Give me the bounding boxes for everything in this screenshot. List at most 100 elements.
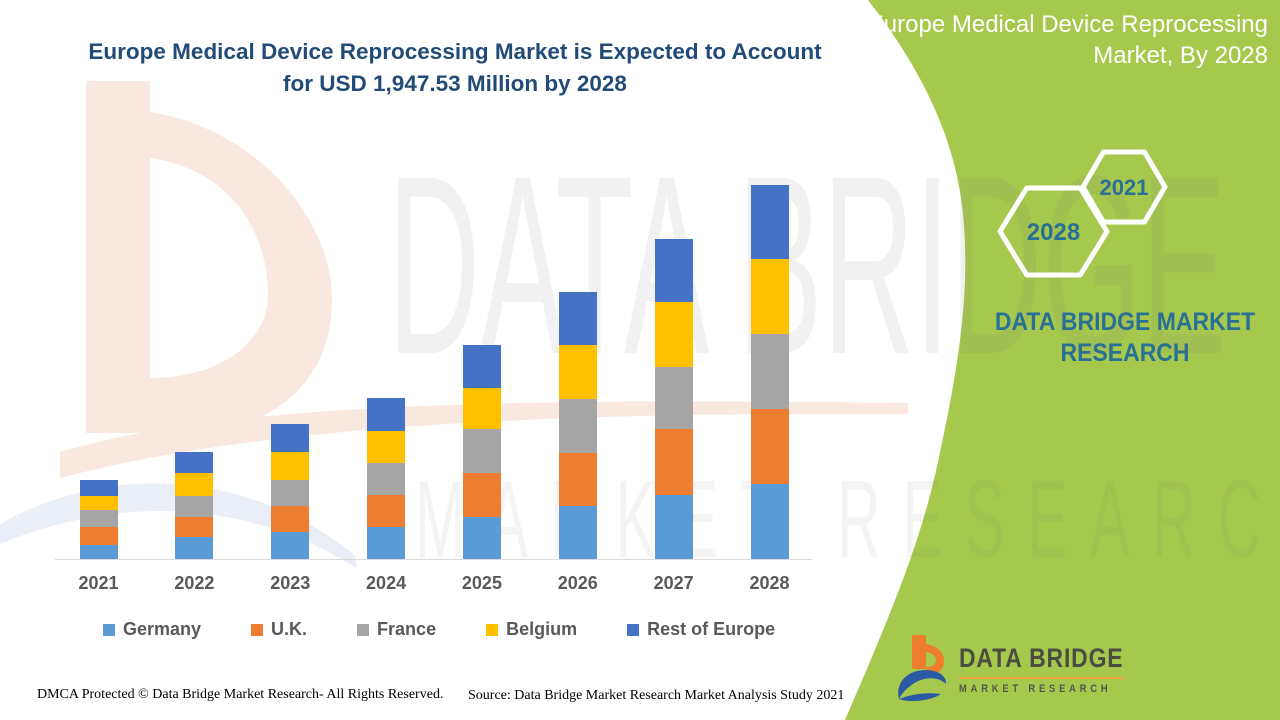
legend-item-rest-of-europe: Rest of Europe — [627, 619, 775, 640]
x-axis-label-2025: 2025 — [461, 573, 502, 593]
chart-title: Europe Medical Device Reprocessing Marke… — [70, 36, 840, 100]
logo-b-bowl — [926, 644, 944, 676]
bar-segment-germany-2024 — [367, 527, 406, 559]
legend-item-germany: Germany — [103, 619, 201, 640]
x-axis-line — [55, 559, 812, 560]
bar-segment-u-k-2025 — [462, 473, 501, 518]
footer-source-text: Source: Data Bridge Market Research Mark… — [468, 688, 845, 703]
bar-segment-france-2023 — [271, 479, 310, 506]
logo-b-stem — [912, 635, 926, 669]
bar-segment-u-k-2028 — [750, 409, 789, 485]
bar-group-2027 — [654, 238, 693, 559]
bar-segment-belgium-2025 — [462, 387, 501, 430]
x-axis-label-2026: 2026 — [557, 573, 598, 593]
bar-group-2021 — [79, 479, 118, 559]
dbmr-logo-title: DATA BRIDGE — [959, 643, 1124, 679]
bar-segment-u-k-2023 — [271, 505, 310, 533]
legend-item-u-k: U.K. — [251, 619, 307, 640]
watermark-b-stem — [86, 81, 150, 433]
legend-swatch-belgium — [486, 623, 499, 636]
legend-item-belgium: Belgium — [486, 619, 577, 640]
legend-item-france: France — [357, 619, 436, 640]
hexagon-large — [997, 185, 1110, 278]
dbmr-logo-icon — [898, 635, 947, 702]
chart-legend: Germany U.K. France Belgium Rest of Europe — [103, 619, 775, 640]
bar-segment-france-2028 — [750, 334, 789, 410]
bar-segment-germany-2022 — [175, 537, 214, 559]
bar-segment-belgium-2028 — [750, 259, 789, 335]
bar-group-2025 — [462, 345, 501, 559]
logo-d-tail — [899, 693, 941, 702]
hexagon-small — [1080, 149, 1168, 225]
dbmr-logo-subtitle: MARKET RESEARCH — [959, 683, 1112, 695]
x-axis-label-2024: 2024 — [366, 573, 407, 593]
bar-group-2024 — [367, 398, 406, 559]
bar-segment-rest-of-europe-2027 — [654, 238, 693, 303]
bar-group-2023 — [271, 424, 310, 559]
chart-title-line2: for USD 1,947.53 Million by 2028 — [283, 71, 627, 96]
legend-label-rest-of-europe: Rest of Europe — [647, 619, 776, 639]
bar-segment-belgium-2026 — [558, 344, 597, 399]
legend-swatch-france — [357, 623, 370, 636]
bar-segment-u-k-2024 — [367, 494, 406, 528]
bar-segment-u-k-2022 — [175, 516, 214, 538]
bar-segment-france-2024 — [367, 462, 406, 495]
bar-segment-france-2022 — [175, 495, 214, 517]
legend-swatch-u-k — [251, 623, 264, 636]
bar-segment-u-k-2027 — [654, 429, 693, 495]
x-axis-label-2023: 2023 — [270, 573, 311, 593]
side-panel-heading: Europe Medical Device Reprocessing Marke… — [868, 9, 1268, 71]
bar-segment-france-2026 — [558, 398, 597, 454]
bar-segment-france-2027 — [654, 367, 693, 429]
x-axis-label-2027: 2027 — [653, 573, 694, 593]
bar-segment-rest-of-europe-2022 — [175, 451, 214, 473]
brand-text-line1: DATA BRIDGE MARKET — [994, 308, 1256, 336]
bar-group-2022 — [175, 451, 214, 559]
bar-segment-germany-2027 — [654, 494, 693, 559]
bar-segment-germany-2021 — [79, 544, 118, 559]
bar-segment-rest-of-europe-2025 — [462, 345, 501, 388]
watermark-b-bowl — [150, 112, 332, 440]
bar-segment-germany-2025 — [462, 517, 501, 559]
side-panel-heading-line1: Europe Medical Device Reprocessing — [867, 11, 1268, 38]
bar-segment-rest-of-europe-2026 — [558, 291, 597, 345]
legend-label-france: France — [377, 619, 437, 639]
logo-d-swoosh — [898, 670, 947, 699]
bar-segment-france-2021 — [79, 510, 118, 528]
green-panel-path — [845, 0, 1280, 720]
bar-segment-france-2025 — [462, 429, 501, 474]
side-panel-heading-line2: Market, By 2028 — [1093, 42, 1268, 69]
legend-label-belgium: Belgium — [506, 619, 578, 639]
watermark-swoosh-orange — [60, 401, 908, 478]
bar-group-2026 — [558, 291, 597, 559]
footer-dmca-text: DMCA Protected © Data Bridge Market Rese… — [37, 687, 444, 702]
bar-segment-belgium-2021 — [79, 496, 118, 511]
bar-segment-belgium-2023 — [271, 452, 310, 480]
hexagon-badges: 2028 2021 — [997, 149, 1168, 278]
bar-segment-u-k-2026 — [558, 453, 597, 507]
hexagon-small-label: 2021 — [1100, 175, 1149, 200]
bar-segment-germany-2028 — [750, 484, 789, 559]
chart-title-line1: Europe Medical Device Reprocessing Marke… — [88, 39, 822, 64]
bar-segment-rest-of-europe-2024 — [367, 398, 406, 431]
bar-segment-rest-of-europe-2021 — [79, 479, 118, 497]
legend-swatch-germany — [103, 623, 115, 636]
brand-text-line2: RESEARCH — [1060, 339, 1190, 367]
dbmr-logo-text: DATA BRIDGE MARKET RESEARCH — [959, 633, 1153, 695]
x-axis-label-2022: 2022 — [174, 573, 215, 593]
bar-segment-belgium-2027 — [654, 302, 693, 368]
bar-segment-belgium-2024 — [367, 430, 406, 463]
bar-segment-u-k-2021 — [79, 527, 118, 545]
legend-label-germany: Germany — [123, 619, 202, 639]
bar-segment-germany-2026 — [558, 506, 597, 559]
bar-segment-belgium-2022 — [175, 472, 214, 496]
x-axis-label-2028: 2028 — [749, 573, 790, 593]
bar-group-2028 — [750, 184, 789, 559]
brand-text: DATA BRIDGE MARKET RESEARCH — [973, 307, 1277, 369]
legend-swatch-rest-of-europe — [627, 623, 640, 636]
legend-label-u-k: U.K. — [271, 619, 308, 639]
bar-segment-germany-2023 — [271, 532, 310, 559]
